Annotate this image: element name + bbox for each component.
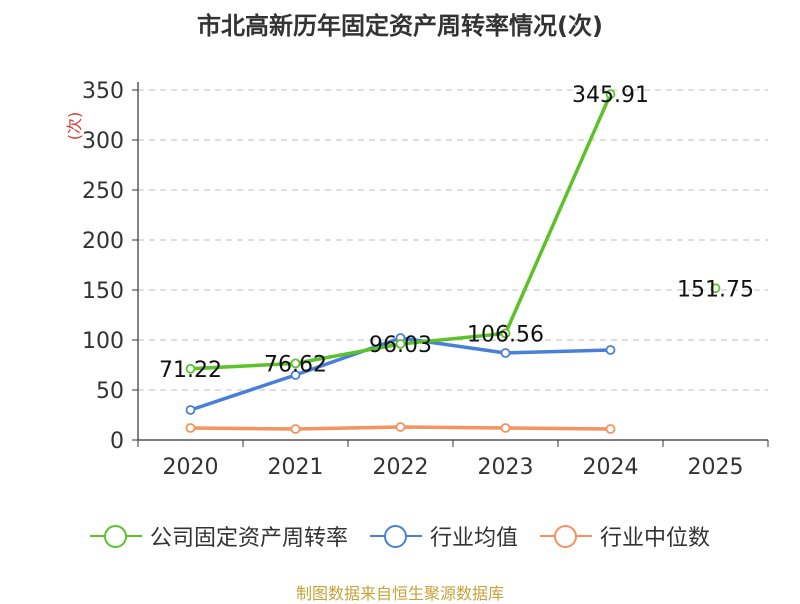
data-point: [185, 423, 196, 433]
x-tick-label: 2022: [373, 455, 429, 480]
data-point: [185, 405, 196, 415]
data-point: [605, 424, 616, 434]
y-tick-label: 250: [82, 179, 124, 204]
data-label: 76.62: [264, 352, 327, 377]
x-tick-label: 2024: [583, 455, 639, 480]
data-point: [290, 358, 301, 369]
chart-title: 市北高新历年固定资产周转率情况(次): [197, 12, 603, 40]
x-tick-label: 2021: [268, 455, 324, 480]
axes: 0 50 100 150 200 250 300 350 2020 2021 2022 2023 202…: [65, 79, 769, 480]
source-note: 制图数据来自恒生聚源数据库: [295, 584, 504, 603]
legend-item-industry-median[interactable]: 行业中位数: [540, 520, 710, 552]
legend-item-company[interactable]: 公司固定资产周转率: [89, 520, 348, 552]
data-point: [605, 89, 616, 99]
data-point: [290, 424, 301, 434]
data-label: 345.91: [572, 83, 649, 108]
data-point: [290, 370, 301, 380]
data-labels: 71.22 76.62 96.03 106.56 345.91 151.75: [159, 83, 754, 383]
data-point: [605, 345, 616, 355]
legend-label-company: 公司固定资产周转率: [149, 526, 348, 551]
data-point: [395, 339, 406, 349]
data-point: [500, 348, 511, 358]
data-point: [500, 328, 511, 339]
series-line: [191, 94, 716, 369]
data-label: 106.56: [467, 322, 544, 347]
x-tick-label: 2025: [688, 455, 744, 480]
data-point: [185, 363, 196, 374]
legend-marker-industry-median: [540, 524, 592, 548]
legend-marker-industry-mean: [369, 524, 422, 548]
y-tick-label: 200: [82, 229, 124, 254]
data-label: 71.22: [159, 358, 222, 383]
y-tick-label: 150: [82, 279, 124, 304]
legend-label-industry-mean: 行业均值: [429, 526, 518, 551]
legend: 公司固定资产周转率 行业均值 行业中位数: [0, 520, 800, 552]
data-point: [395, 422, 406, 432]
y-tick-label: 100: [82, 329, 124, 354]
gridlines: [138, 89, 768, 391]
x-tick-label: 2020: [163, 455, 219, 480]
y-axis-label: (次): [65, 112, 84, 141]
x-tick-label: 2023: [478, 455, 534, 480]
legend-marker-company: [89, 524, 142, 548]
data-label: 96.03: [369, 333, 432, 358]
data-point: [710, 283, 721, 294]
data-label: 151.75: [677, 277, 754, 302]
series: [185, 89, 721, 434]
legend-item-industry-mean[interactable]: 行业均值: [369, 520, 518, 552]
data-point: [500, 423, 511, 433]
y-tick-label: 350: [82, 79, 124, 104]
y-tick-label: 0: [110, 429, 124, 454]
y-tick-label: 300: [82, 129, 124, 154]
legend-label-industry-median: 行业中位数: [600, 526, 711, 551]
y-tick-label: 50: [96, 379, 124, 404]
